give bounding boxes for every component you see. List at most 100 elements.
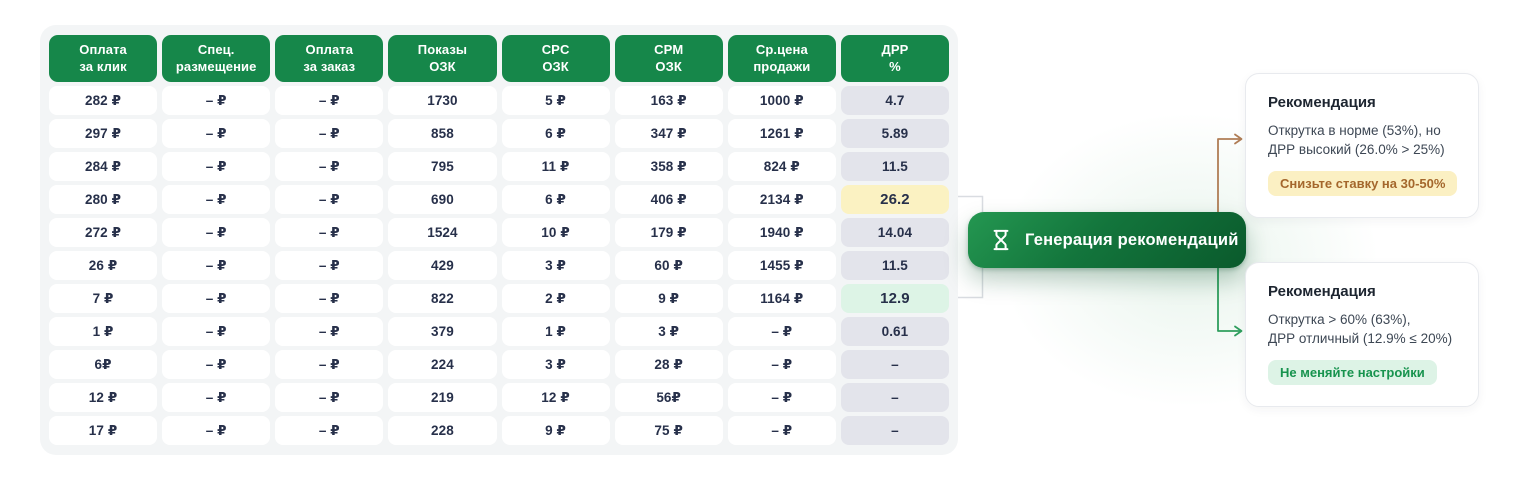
cell-avg_sale_price: 2134 ₽ <box>727 185 836 214</box>
cell-cpc_ozk: 9 ₽ <box>501 416 610 445</box>
column-header-drr_pct: ДРР % <box>840 35 949 82</box>
cell-avg_sale_price: – ₽ <box>727 350 836 379</box>
cell-drr_pct: – <box>840 350 949 379</box>
cell-impressions_ozk: 224 <box>388 350 497 379</box>
cell-drr_pct: 12.9 <box>840 284 949 313</box>
cell-drr_pct: 0.61 <box>840 317 949 346</box>
cell-cpm_ozk: 60 ₽ <box>614 251 723 280</box>
cell-special_placement: – ₽ <box>162 152 271 181</box>
cell-avg_sale_price: 1940 ₽ <box>727 218 836 247</box>
cell-impressions_ozk: 228 <box>388 416 497 445</box>
cell-pay_per_click: 12 ₽ <box>49 383 158 412</box>
metrics-table: Оплата за клик Спец. размещение Оплата за … <box>40 25 958 455</box>
cell-impressions_ozk: 379 <box>388 317 497 346</box>
cell-avg_sale_price: – ₽ <box>727 317 836 346</box>
cell-pay_per_order: – ₽ <box>275 218 384 247</box>
cell-cpm_ozk: 163 ₽ <box>614 86 723 115</box>
cell-drr_pct: 11.5 <box>840 251 949 280</box>
cell-pay_per_click: 297 ₽ <box>49 119 158 148</box>
cell-cpc_ozk: 12 ₽ <box>501 383 610 412</box>
cell-pay_per_click: 7 ₽ <box>49 284 158 313</box>
cell-pay_per_click: 272 ₽ <box>49 218 158 247</box>
cell-cpm_ozk: 28 ₽ <box>614 350 723 379</box>
cell-impressions_ozk: 219 <box>388 383 497 412</box>
cell-cpm_ozk: 347 ₽ <box>614 119 723 148</box>
cell-cpm_ozk: 406 ₽ <box>614 185 723 214</box>
column-header-pay_per_click: Оплата за клик <box>49 35 158 82</box>
cell-pay_per_order: – ₽ <box>275 152 384 181</box>
card-body: Открутка > 60% (63%), ДРР отличный (12.9… <box>1268 312 1453 346</box>
recommendation-card-2: Рекомендация Открутка > 60% (63%), ДРР о… <box>1245 262 1479 407</box>
cell-special_placement: – ₽ <box>162 350 271 379</box>
cell-cpc_ozk: 6 ₽ <box>501 185 610 214</box>
cell-special_placement: – ₽ <box>162 86 271 115</box>
column-header-avg_sale_price: Ср.цена продажи <box>727 35 836 82</box>
recommendation-card-1: Рекомендация Открутка в норме (53%), но … <box>1245 73 1479 218</box>
cell-cpm_ozk: 9 ₽ <box>614 284 723 313</box>
cell-special_placement: – ₽ <box>162 317 271 346</box>
cell-cpc_ozk: 6 ₽ <box>501 119 610 148</box>
card-body: Открутка в норме (53%), но ДРР высокий (… <box>1268 123 1445 157</box>
cell-avg_sale_price: – ₽ <box>727 416 836 445</box>
cell-avg_sale_price: 824 ₽ <box>727 152 836 181</box>
cell-cpm_ozk: 3 ₽ <box>614 317 723 346</box>
cell-pay_per_order: – ₽ <box>275 251 384 280</box>
cell-cpc_ozk: 2 ₽ <box>501 284 610 313</box>
cell-cpc_ozk: 10 ₽ <box>501 218 610 247</box>
cell-cpc_ozk: 3 ₽ <box>501 251 610 280</box>
cell-drr_pct: 14.04 <box>840 218 949 247</box>
cell-pay_per_click: 1 ₽ <box>49 317 158 346</box>
cell-pay_per_order: – ₽ <box>275 284 384 313</box>
column-header-impressions_ozk: Показы ОЗК <box>388 35 497 82</box>
cell-impressions_ozk: 795 <box>388 152 497 181</box>
column-header-special_placement: Спец. размещение <box>162 35 271 82</box>
cell-cpm_ozk: 75 ₽ <box>614 416 723 445</box>
cell-cpc_ozk: 1 ₽ <box>501 317 610 346</box>
hourglass-icon <box>993 229 1009 251</box>
cell-special_placement: – ₽ <box>162 284 271 313</box>
cell-impressions_ozk: 1730 <box>388 86 497 115</box>
cell-special_placement: – ₽ <box>162 119 271 148</box>
cell-pay_per_click: 284 ₽ <box>49 152 158 181</box>
column-header-cpc_ozk: CPC ОЗК <box>501 35 610 82</box>
cell-avg_sale_price: 1000 ₽ <box>727 86 836 115</box>
cell-special_placement: – ₽ <box>162 218 271 247</box>
cell-pay_per_order: – ₽ <box>275 185 384 214</box>
arrow-to-card-1 <box>1217 133 1243 215</box>
cell-drr_pct: 11.5 <box>840 152 949 181</box>
cell-pay_per_click: 280 ₽ <box>49 185 158 214</box>
cell-avg_sale_price: 1261 ₽ <box>727 119 836 148</box>
cell-avg_sale_price: – ₽ <box>727 383 836 412</box>
cell-drr_pct: 4.7 <box>840 86 949 115</box>
cell-pay_per_order: – ₽ <box>275 86 384 115</box>
cell-pay_per_order: – ₽ <box>275 119 384 148</box>
column-header-cpm_ozk: CPM ОЗК <box>614 35 723 82</box>
recommendation-badge: Не меняйте настройки <box>1268 360 1437 386</box>
cell-impressions_ozk: 1524 <box>388 218 497 247</box>
generate-button-label: Генерация рекомендаций <box>1025 230 1239 249</box>
cell-impressions_ozk: 429 <box>388 251 497 280</box>
generate-recommendations-button[interactable]: Генерация рекомендаций <box>968 212 1246 268</box>
cell-pay_per_order: – ₽ <box>275 350 384 379</box>
cell-pay_per_order: – ₽ <box>275 383 384 412</box>
cell-avg_sale_price: 1164 ₽ <box>727 284 836 313</box>
cell-special_placement: – ₽ <box>162 383 271 412</box>
cell-special_placement: – ₽ <box>162 416 271 445</box>
recommendation-badge: Снизьте ставку на 30-50% <box>1268 171 1458 197</box>
card-title: Рекомендация <box>1268 94 1376 111</box>
arrow-to-card-2 <box>1217 265 1243 337</box>
cell-pay_per_order: – ₽ <box>275 317 384 346</box>
card-title: Рекомендация <box>1268 283 1376 300</box>
cell-pay_per_click: 282 ₽ <box>49 86 158 115</box>
cell-drr_pct: – <box>840 416 949 445</box>
cell-drr_pct: 5.89 <box>840 119 949 148</box>
cell-pay_per_click: 26 ₽ <box>49 251 158 280</box>
cell-cpc_ozk: 3 ₽ <box>501 350 610 379</box>
cell-pay_per_order: – ₽ <box>275 416 384 445</box>
cell-impressions_ozk: 822 <box>388 284 497 313</box>
column-header-pay_per_order: Оплата за заказ <box>275 35 384 82</box>
cell-impressions_ozk: 858 <box>388 119 497 148</box>
cell-special_placement: – ₽ <box>162 251 271 280</box>
cell-cpc_ozk: 11 ₽ <box>501 152 610 181</box>
cell-cpm_ozk: 358 ₽ <box>614 152 723 181</box>
